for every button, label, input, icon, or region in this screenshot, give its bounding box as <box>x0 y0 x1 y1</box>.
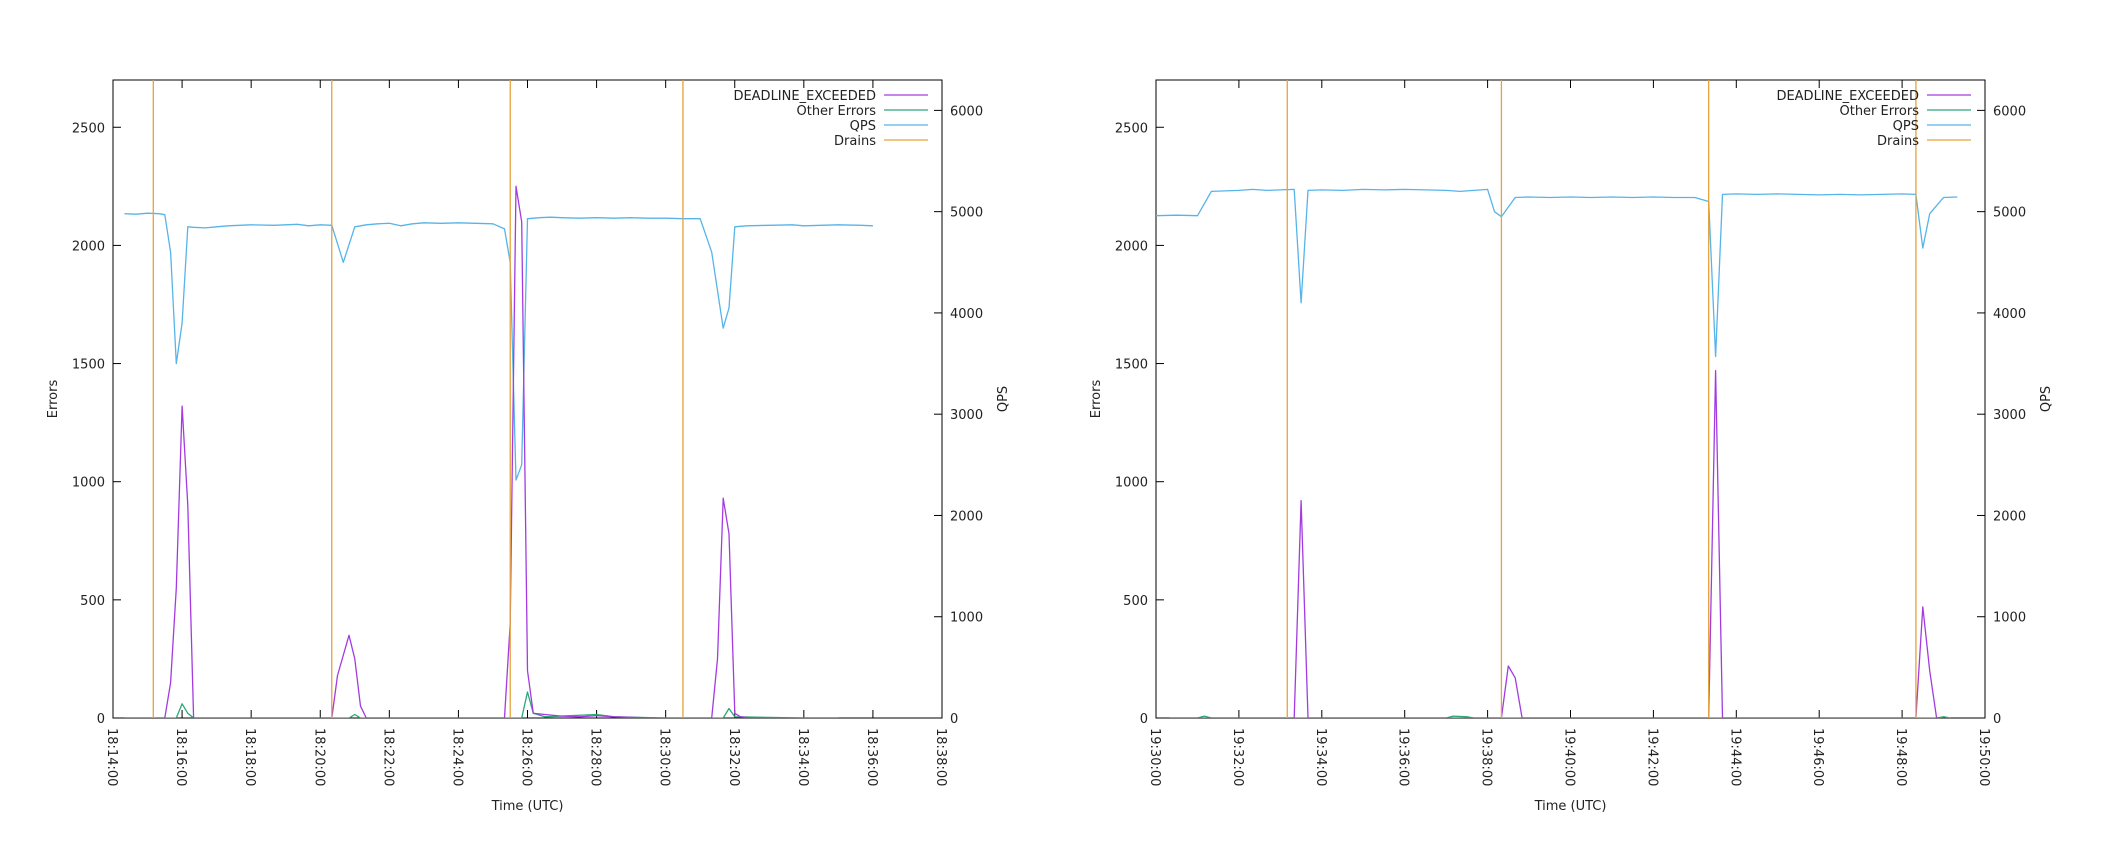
chart-panel-2: 0 500 1000 1500 2000 2500 0 1000 2000 3000 4000 500… <box>1089 79 2054 814</box>
y-axis-label: Errors <box>46 380 61 419</box>
x-tick-label: 19:46:00 <box>1810 728 1825 786</box>
y-tick-label: 1500 <box>72 358 105 373</box>
x-tick-label: 19:38:00 <box>1479 728 1494 786</box>
y2-tick-label: 1000 <box>1993 611 2026 626</box>
x-tick-label: 18:34:00 <box>795 728 810 786</box>
legend-label: QPS <box>1893 119 1919 134</box>
y2-tick-label: 1000 <box>950 611 983 626</box>
y2-tick-label: 2000 <box>1993 509 2026 524</box>
y2-tick-label: 0 <box>950 712 958 727</box>
series-line-qps <box>1156 188 1958 358</box>
legend-label: Drains <box>1877 134 1919 149</box>
legend-label: QPS <box>850 119 876 134</box>
x-tick-label: 18:36:00 <box>864 728 879 786</box>
y2-tick-label: 4000 <box>950 307 983 322</box>
x-axis-label: Time (UTC) <box>1534 799 1607 814</box>
x-tick-label: 19:36:00 <box>1396 728 1411 786</box>
y2-tick-label: 0 <box>1993 712 2001 727</box>
y2-tick-label: 3000 <box>1993 408 2026 423</box>
legend-label: DEADLINE_EXCEEDED <box>733 89 876 104</box>
x-tick-label: 18:38:00 <box>933 728 948 786</box>
legend-label: Other Errors <box>796 104 876 119</box>
x-axis-label: Time (UTC) <box>491 799 564 814</box>
plot-area <box>1156 80 1958 718</box>
y-tick-label: 1000 <box>1115 476 1148 491</box>
x-tick-label: 19:50:00 <box>1976 728 1991 786</box>
series-line-deadline-exceeded <box>1169 369 1944 718</box>
y2-tick-label: 2000 <box>950 509 983 524</box>
y-tick-label: 500 <box>1123 594 1148 609</box>
x-tick-label: 19:44:00 <box>1727 728 1742 786</box>
y2-axis-label: QPS <box>2039 386 2054 412</box>
x-tick-label: 19:30:00 <box>1147 728 1162 786</box>
series-line-other-errors <box>124 691 839 718</box>
series-line-qps <box>124 212 873 481</box>
x-tick-label: 18:32:00 <box>726 728 741 786</box>
y2-tick-label: 5000 <box>950 206 983 221</box>
y-tick-label: 1500 <box>1115 358 1148 373</box>
x-tick-label: 18:22:00 <box>380 728 395 786</box>
y-tick-label: 2000 <box>1115 239 1148 254</box>
legend-label: Drains <box>834 134 876 149</box>
x-tick-label: 19:32:00 <box>1230 728 1245 786</box>
y2-tick-label: 4000 <box>1993 307 2026 322</box>
x-tick-label: 18:26:00 <box>519 728 534 786</box>
y-tick-label: 0 <box>97 712 105 727</box>
legend-label: Other Errors <box>1839 104 1919 119</box>
y2-axis-label: QPS <box>996 386 1011 412</box>
y2-tick-label: 5000 <box>1993 206 2026 221</box>
series-line-deadline-exceeded <box>124 185 839 718</box>
y-tick-label: 1000 <box>72 476 105 491</box>
x-tick-label: 18:16:00 <box>173 728 188 786</box>
chart-panel-1: 0 500 1000 1500 2000 2500 0 1000 2000 3000 4000 500… <box>46 79 1011 814</box>
plot-frame <box>1155 79 1986 719</box>
x-tick-label: 18:14:00 <box>104 728 119 786</box>
x-tick-label: 18:20:00 <box>311 728 326 786</box>
y-tick-label: 2000 <box>72 239 105 254</box>
x-tick-label: 19:40:00 <box>1562 728 1577 786</box>
x-tick-label: 19:42:00 <box>1644 728 1659 786</box>
legend-label: DEADLINE_EXCEEDED <box>1776 89 1919 104</box>
y2-tick-label: 6000 <box>1993 104 2026 119</box>
y-tick-label: 2500 <box>72 121 105 136</box>
y-tick-label: 2500 <box>1115 121 1148 136</box>
y2-tick-label: 6000 <box>950 104 983 119</box>
x-tick-label: 19:34:00 <box>1313 728 1328 786</box>
y-tick-label: 0 <box>1140 712 1148 727</box>
x-tick-label: 19:48:00 <box>1893 728 1908 786</box>
y-tick-label: 500 <box>80 594 105 609</box>
x-tick-label: 18:30:00 <box>657 728 672 786</box>
y-axis-label: Errors <box>1089 380 1104 419</box>
x-tick-label: 18:24:00 <box>449 728 464 786</box>
x-tick-label: 18:28:00 <box>588 728 603 786</box>
y2-tick-label: 3000 <box>950 408 983 423</box>
x-tick-label: 18:18:00 <box>242 728 257 786</box>
plot-area <box>124 80 873 718</box>
